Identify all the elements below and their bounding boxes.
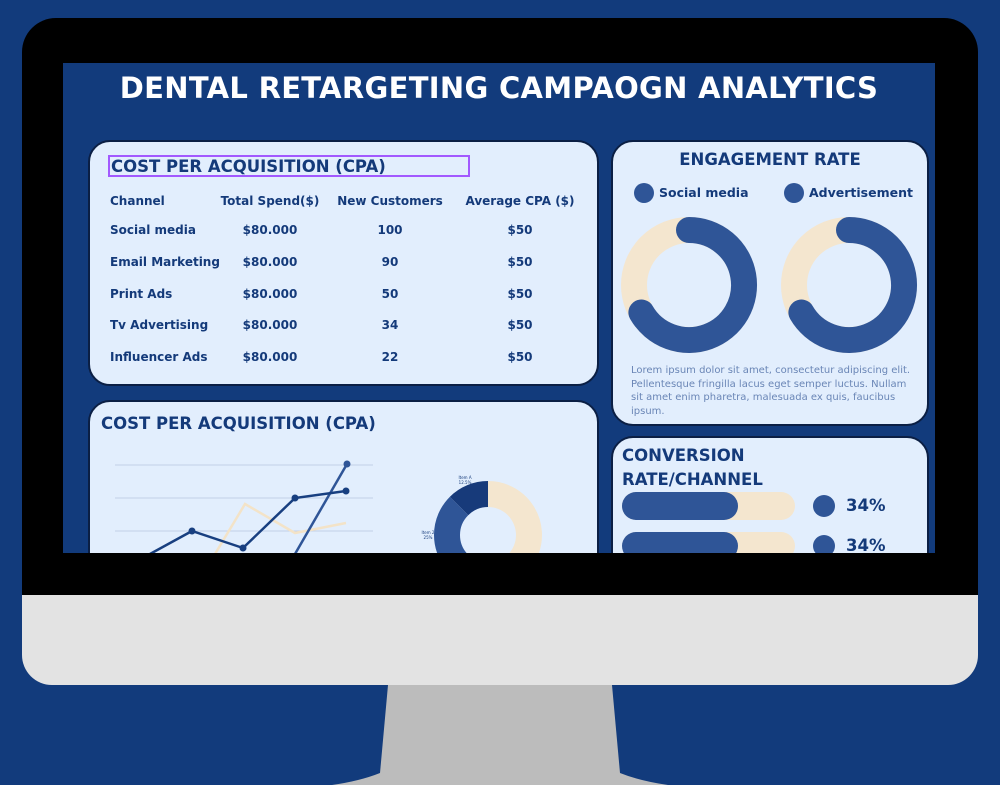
monitor-chin <box>22 595 978 685</box>
donut-segment <box>449 481 489 516</box>
bar-dot <box>813 535 835 553</box>
column-header: Channel <box>110 194 165 208</box>
table-cell: $50 <box>507 287 533 301</box>
bar-dot <box>813 495 835 517</box>
monitor-stand <box>332 685 668 785</box>
dashboard-title: DENTAL RETARGETING CAMPAOGN ANALYTICS <box>119 71 879 105</box>
donut-segment <box>487 481 542 553</box>
table-cell: $80.000 <box>242 223 298 237</box>
table-cell: 22 <box>381 350 399 364</box>
donut-segment <box>434 496 469 553</box>
donut-label: 25% <box>423 535 433 540</box>
chart-area <box>115 460 542 553</box>
bar-fill <box>622 532 738 553</box>
legend-label: Advertisement <box>809 185 913 200</box>
cpa-table-panel: COST PER ACQUISITION (CPA) Channel Total … <box>88 140 599 386</box>
screen: DENTAL RETARGETING CAMPAOGN ANALYTICS CO… <box>63 63 935 553</box>
rate-label: 34% <box>846 536 886 553</box>
conversion-panel: CONVERSION RATE/CHANNEL 34% 34% <box>611 436 929 553</box>
table-cell: Social media <box>110 223 196 237</box>
table-cell: $50 <box>507 318 533 332</box>
table-cell: 90 <box>381 255 399 269</box>
table-cell: $50 <box>507 350 533 364</box>
donut-label: Item 2 <box>421 530 435 535</box>
selection-box[interactable] <box>108 155 470 177</box>
panel-title: COST PER ACQUISITION (CPA) <box>111 157 386 176</box>
donut-label: 12.5% <box>458 479 472 485</box>
table-cell: 100 <box>377 223 403 237</box>
rate-label: 34% <box>846 496 886 515</box>
table-cell: $80.000 <box>242 255 298 269</box>
column-header: New Customers <box>337 194 443 208</box>
table-cell: 34 <box>381 318 399 332</box>
table-cell: 50 <box>381 287 399 301</box>
table-cell: $80.000 <box>242 318 298 332</box>
table-cell: $80.000 <box>242 350 298 364</box>
panel-title: CONVERSION RATE/CHANNEL <box>622 446 763 489</box>
description: Lorem ipsum dolor sit amet, consectetur … <box>631 365 911 417</box>
table-cell: $50 <box>507 223 533 237</box>
engagement-donuts <box>621 183 918 353</box>
cpa-chart-panel: COST PER ACQUISITION (CPA) Item A 12.5% It… <box>88 400 599 553</box>
column-header: Total Spend($) <box>220 194 320 208</box>
donut-label: Item A <box>458 474 472 480</box>
engagement-panel: ENGAGEMENT RATE Social media Advertiseme… <box>611 140 929 426</box>
table-cell: Influencer Ads <box>110 350 208 364</box>
bar-fill <box>622 492 738 520</box>
panel-title: COST PER ACQUISITION (CPA) <box>101 414 376 433</box>
legend-label: Social media <box>659 185 749 200</box>
column-header: Average CPA ($) <box>465 194 575 208</box>
table-cell: $80.000 <box>242 287 298 301</box>
table-cell: $50 <box>507 255 533 269</box>
table-cell: Email Marketing <box>110 255 220 269</box>
table-cell: Print Ads <box>110 287 173 301</box>
table-cell: Tv Advertising <box>110 318 209 332</box>
panel-title: ENGAGEMENT RATE <box>679 150 861 169</box>
